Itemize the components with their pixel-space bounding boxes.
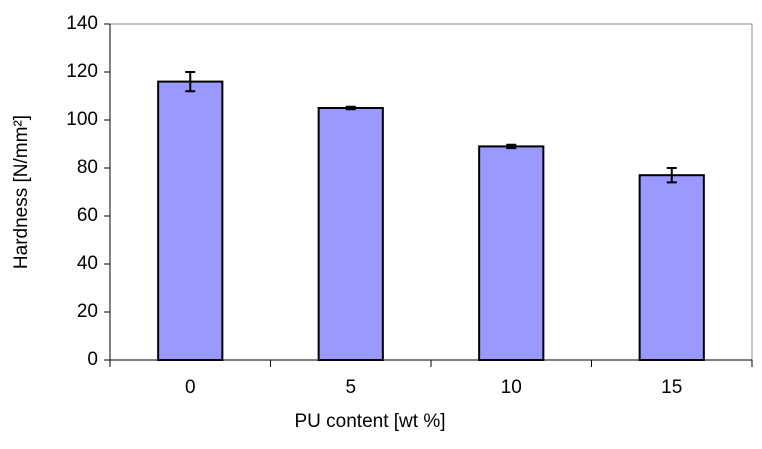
y-tick-label: 60 bbox=[77, 205, 98, 226]
x-tick-label: 0 bbox=[185, 377, 196, 398]
y-tick-label: 80 bbox=[77, 157, 98, 178]
x-tick-label: 15 bbox=[661, 377, 682, 398]
y-tick-label: 100 bbox=[66, 109, 98, 130]
bar bbox=[478, 145, 545, 361]
y-tick-label: 20 bbox=[77, 301, 98, 322]
error-bar bbox=[666, 167, 677, 184]
error-bar bbox=[506, 143, 517, 150]
bar bbox=[638, 174, 705, 361]
error-bar bbox=[345, 105, 356, 111]
x-tick-label: 5 bbox=[345, 377, 356, 398]
y-tick-label: 40 bbox=[77, 253, 98, 274]
error-bar bbox=[185, 71, 196, 93]
bar bbox=[157, 80, 224, 361]
y-tick-label: 120 bbox=[66, 61, 98, 82]
y-axis-label: Hardness [N/mm²] bbox=[11, 115, 32, 269]
y-tick-label: 0 bbox=[87, 349, 98, 370]
x-axis-label: PU content [wt %] bbox=[294, 411, 445, 432]
x-tick-label: 10 bbox=[501, 377, 522, 398]
bar bbox=[317, 107, 384, 361]
y-tick-label: 140 bbox=[66, 13, 98, 34]
